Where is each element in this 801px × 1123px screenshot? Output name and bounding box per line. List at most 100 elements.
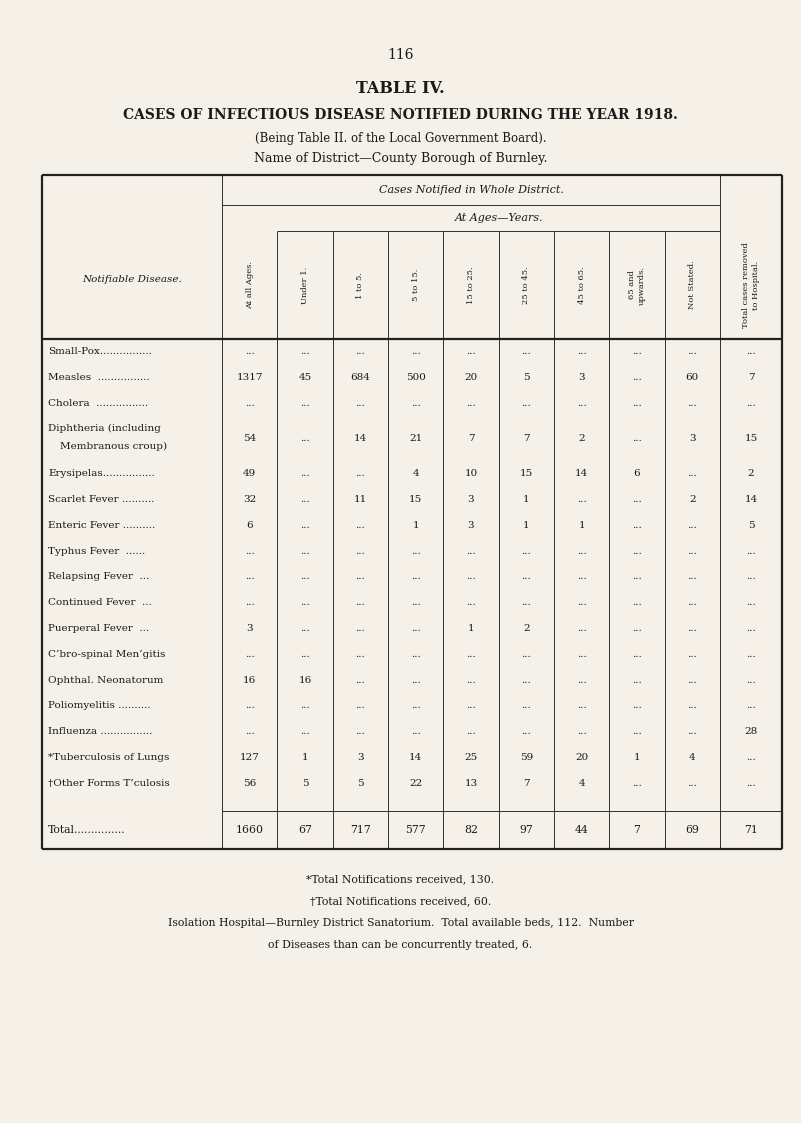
Text: ...: ... xyxy=(746,676,756,685)
Text: 7: 7 xyxy=(523,435,529,444)
Text: ...: ... xyxy=(577,599,586,608)
Text: ...: ... xyxy=(356,599,365,608)
Text: (Being Table II. of the Local Government Board).: (Being Table II. of the Local Government… xyxy=(255,133,546,145)
Text: ...: ... xyxy=(356,624,365,633)
Text: ...: ... xyxy=(632,521,642,530)
Text: ...: ... xyxy=(300,624,310,633)
Text: 5: 5 xyxy=(357,778,364,787)
Text: 1: 1 xyxy=(468,624,474,633)
Text: 1: 1 xyxy=(413,521,419,530)
Text: ...: ... xyxy=(521,599,531,608)
Text: 45: 45 xyxy=(299,373,312,382)
Text: ...: ... xyxy=(466,676,476,685)
Text: 577: 577 xyxy=(405,824,426,834)
Text: ...: ... xyxy=(356,702,365,711)
Text: ...: ... xyxy=(466,573,476,582)
Text: ...: ... xyxy=(245,599,255,608)
Text: 11: 11 xyxy=(354,495,367,504)
Text: Relapsing Fever  ...: Relapsing Fever ... xyxy=(48,573,149,582)
Text: TABLE IV.: TABLE IV. xyxy=(356,80,445,97)
Text: Small-Pox................: Small-Pox................ xyxy=(48,347,152,356)
Text: Poliomyelitis ..........: Poliomyelitis .......... xyxy=(48,702,151,711)
Text: ...: ... xyxy=(466,399,476,408)
Text: ...: ... xyxy=(300,469,310,478)
Text: 44: 44 xyxy=(575,824,589,834)
Text: ...: ... xyxy=(300,728,310,737)
Text: 20: 20 xyxy=(575,754,588,763)
Text: ...: ... xyxy=(521,547,531,556)
Text: Ophthal. Neonatorum: Ophthal. Neonatorum xyxy=(48,676,163,685)
Text: 15: 15 xyxy=(520,469,533,478)
Text: ...: ... xyxy=(577,347,586,356)
Text: 14: 14 xyxy=(575,469,588,478)
Text: Isolation Hospital—Burnley District Sanatorium.  Total available beds, 112.  Num: Isolation Hospital—Burnley District Sana… xyxy=(167,917,634,928)
Text: Under 1.: Under 1. xyxy=(301,266,309,303)
Text: ...: ... xyxy=(632,676,642,685)
Text: ...: ... xyxy=(356,650,365,659)
Text: ...: ... xyxy=(356,676,365,685)
Text: 6: 6 xyxy=(634,469,640,478)
Text: Puerperal Fever  ...: Puerperal Fever ... xyxy=(48,624,149,633)
Text: ...: ... xyxy=(746,778,756,787)
Text: 3: 3 xyxy=(468,495,474,504)
Text: ...: ... xyxy=(632,650,642,659)
Text: 2: 2 xyxy=(689,495,695,504)
Text: 5 to 15.: 5 to 15. xyxy=(412,268,420,301)
Text: ...: ... xyxy=(577,399,586,408)
Text: 3: 3 xyxy=(468,521,474,530)
Text: 14: 14 xyxy=(744,495,758,504)
Text: ...: ... xyxy=(687,521,697,530)
Text: Cholera  ................: Cholera ................ xyxy=(48,399,148,408)
Text: 32: 32 xyxy=(243,495,256,504)
Text: 1: 1 xyxy=(634,754,640,763)
Text: 22: 22 xyxy=(409,778,422,787)
Text: ...: ... xyxy=(632,599,642,608)
Text: ...: ... xyxy=(300,599,310,608)
Text: Membranous croup): Membranous croup) xyxy=(60,442,167,451)
Text: ...: ... xyxy=(411,676,421,685)
Text: 7: 7 xyxy=(634,824,641,834)
Text: ...: ... xyxy=(632,373,642,382)
Text: 15 to 25.: 15 to 25. xyxy=(467,266,475,304)
Text: ...: ... xyxy=(687,599,697,608)
Text: 65 and
upwards.: 65 and upwards. xyxy=(629,265,646,304)
Text: ...: ... xyxy=(245,347,255,356)
Text: ...: ... xyxy=(300,347,310,356)
Text: ...: ... xyxy=(632,624,642,633)
Text: 56: 56 xyxy=(243,778,256,787)
Text: Cases Notified in Whole District.: Cases Notified in Whole District. xyxy=(379,185,563,195)
Text: ...: ... xyxy=(245,702,255,711)
Text: ...: ... xyxy=(300,547,310,556)
Text: ...: ... xyxy=(746,547,756,556)
Text: ...: ... xyxy=(245,650,255,659)
Text: ...: ... xyxy=(300,495,310,504)
Text: Erysipelas................: Erysipelas................ xyxy=(48,469,155,478)
Text: †Total Notifications received, 60.: †Total Notifications received, 60. xyxy=(310,896,491,906)
Text: ...: ... xyxy=(577,624,586,633)
Text: ...: ... xyxy=(687,399,697,408)
Text: ...: ... xyxy=(577,676,586,685)
Text: 1317: 1317 xyxy=(236,373,263,382)
Text: ...: ... xyxy=(632,573,642,582)
Text: ...: ... xyxy=(687,573,697,582)
Text: ...: ... xyxy=(632,495,642,504)
Text: ...: ... xyxy=(466,702,476,711)
Text: ...: ... xyxy=(300,702,310,711)
Text: ...: ... xyxy=(687,547,697,556)
Text: 97: 97 xyxy=(520,824,533,834)
Text: 28: 28 xyxy=(744,728,758,737)
Text: ...: ... xyxy=(300,521,310,530)
Text: ...: ... xyxy=(356,573,365,582)
Text: ...: ... xyxy=(687,624,697,633)
Text: Continued Fever  ...: Continued Fever ... xyxy=(48,599,151,608)
Text: ...: ... xyxy=(245,573,255,582)
Text: Notifiable Disease.: Notifiable Disease. xyxy=(83,275,182,284)
Text: Diphtheria (including: Diphtheria (including xyxy=(48,424,161,433)
Text: ...: ... xyxy=(411,347,421,356)
Text: ...: ... xyxy=(687,469,697,478)
Text: 116: 116 xyxy=(387,48,414,62)
Text: 717: 717 xyxy=(350,824,371,834)
Text: ...: ... xyxy=(521,650,531,659)
Text: 1: 1 xyxy=(523,521,529,530)
Text: *Total Notifications received, 130.: *Total Notifications received, 130. xyxy=(307,874,494,884)
